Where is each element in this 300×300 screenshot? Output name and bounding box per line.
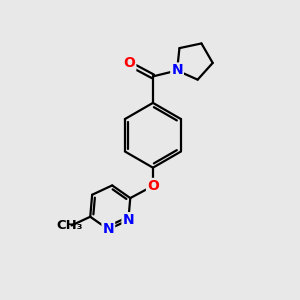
- Text: N: N: [171, 64, 183, 77]
- Text: O: O: [124, 56, 135, 70]
- Text: O: O: [147, 179, 159, 193]
- Text: N: N: [122, 213, 134, 227]
- Text: N: N: [103, 222, 114, 236]
- Text: CH₃: CH₃: [56, 219, 82, 232]
